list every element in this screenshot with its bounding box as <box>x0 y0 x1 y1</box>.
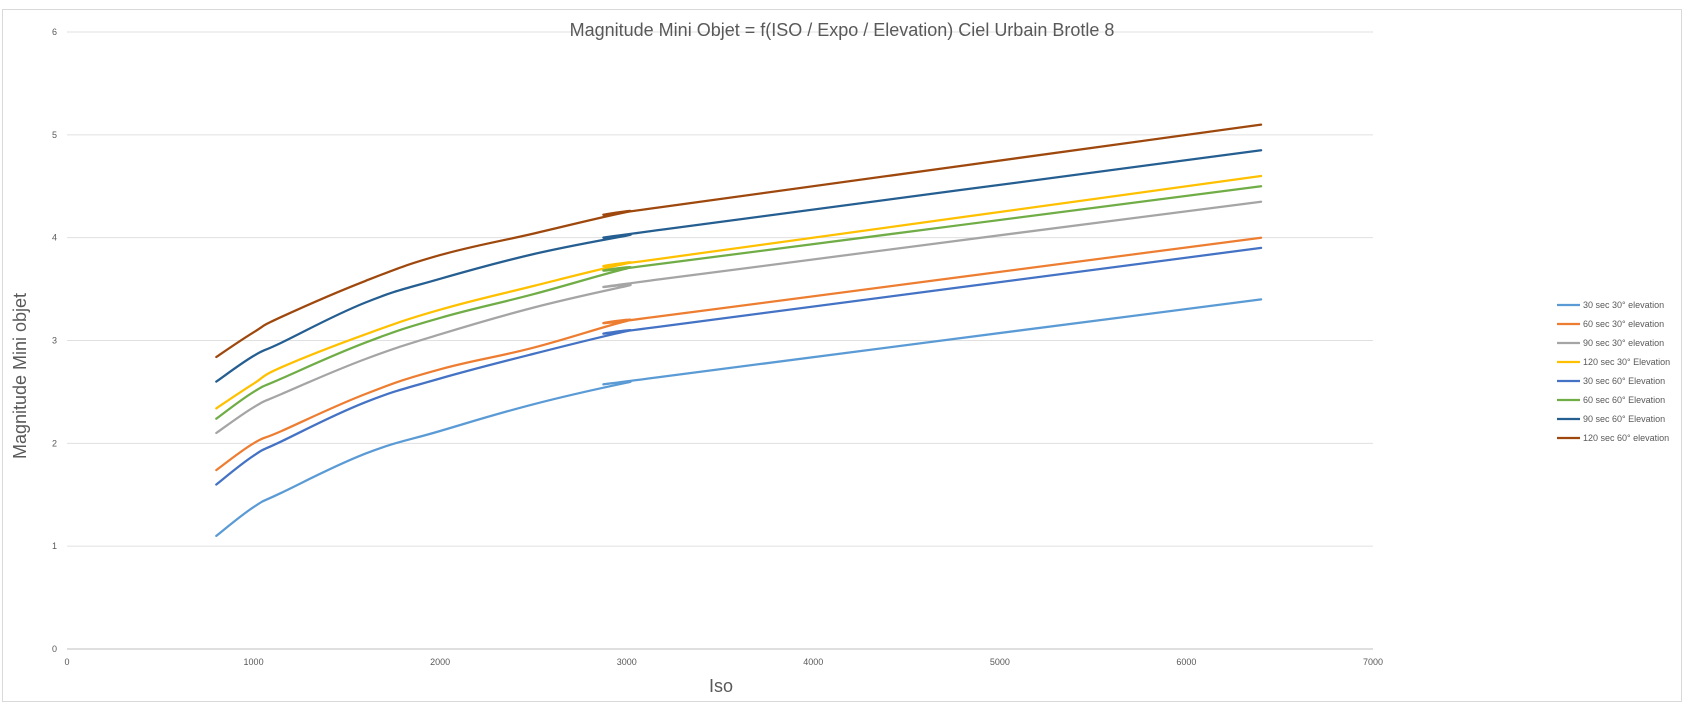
x-tick-label: 0 <box>64 657 69 667</box>
x-tick-label: 7000 <box>1363 657 1383 667</box>
y-tick-label: 1 <box>52 541 57 551</box>
x-tick-label: 2000 <box>430 657 450 667</box>
x-axis-ticks: 0 1000 2000 3000 4000 5000 6000 7000 <box>64 657 1383 667</box>
y-tick-label: 3 <box>52 336 57 346</box>
x-tick-label: 3000 <box>617 657 637 667</box>
series-line-5 <box>215 246 1263 486</box>
legend-label: 30 sec 60° Elevation <box>1583 376 1665 386</box>
series-line-3 <box>215 200 1263 435</box>
legend-item: 30 sec 30° elevation <box>1557 300 1664 310</box>
x-tick-label: 4000 <box>803 657 823 667</box>
x-tick-label: 1000 <box>244 657 264 667</box>
series-line-2 <box>215 236 1263 472</box>
y-tick-label: 5 <box>52 130 57 140</box>
series-line-6 <box>215 185 1263 420</box>
legend-item: 30 sec 60° Elevation <box>1557 376 1665 386</box>
series-line-7 <box>215 149 1263 383</box>
y-tick-label: 2 <box>52 438 57 448</box>
y-axis-ticks: 0 1 2 3 4 5 6 <box>52 27 57 654</box>
legend-label: 90 sec 30° elevation <box>1583 338 1664 348</box>
chart-frame <box>2 9 1682 702</box>
legend-item: 90 sec 30° elevation <box>1557 338 1664 348</box>
legend-label: 90 sec 60° Elevation <box>1583 414 1665 424</box>
legend-label: 60 sec 60° Elevation <box>1583 395 1665 405</box>
legend-label: 30 sec 30° elevation <box>1583 300 1664 310</box>
legend-label: 120 sec 60° elevation <box>1583 433 1669 443</box>
x-axis-title: Iso <box>709 676 733 696</box>
y-axis-title: Magnitude Mini objet <box>10 293 30 459</box>
series-line-4 <box>215 174 1263 410</box>
legend-item: 120 sec 60° elevation <box>1557 433 1669 443</box>
y-tick-label: 0 <box>52 644 57 654</box>
y-tick-label: 4 <box>52 233 57 243</box>
legend-item: 120 sec 30° Elevation <box>1557 357 1670 367</box>
legend-item: 60 sec 60° Elevation <box>1557 395 1665 405</box>
legend: 30 sec 30° elevation 60 sec 30° elevation… <box>1557 300 1670 443</box>
x-tick-label: 6000 <box>1176 657 1196 667</box>
series-lines <box>215 123 1263 538</box>
series-line-8 <box>215 123 1263 359</box>
series-line-1 <box>215 298 1263 538</box>
legend-label: 60 sec 30° elevation <box>1583 319 1664 329</box>
x-tick-label: 5000 <box>990 657 1010 667</box>
legend-item: 60 sec 30° elevation <box>1557 319 1664 329</box>
y-tick-label: 6 <box>52 27 57 37</box>
chart-title: Magnitude Mini Objet = f(ISO / Expo / El… <box>570 20 1115 40</box>
legend-label: 120 sec 30° Elevation <box>1583 357 1670 367</box>
legend-item: 90 sec 60° Elevation <box>1557 414 1665 424</box>
gridlines <box>67 31 1373 650</box>
